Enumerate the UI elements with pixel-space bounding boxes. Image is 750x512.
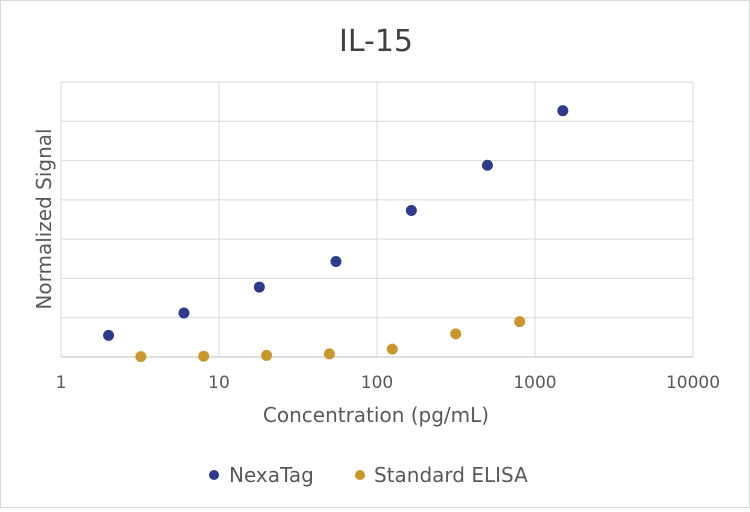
standard-elisa-point	[135, 351, 147, 363]
data-points	[103, 105, 569, 363]
standard-elisa-point	[514, 316, 526, 328]
legend-label-standard-elisa: Standard ELISA	[374, 463, 528, 487]
x-tick-label: 1000	[513, 373, 556, 393]
legend-label-nexatag: NexaTag	[229, 463, 314, 487]
nexatag-point	[405, 204, 417, 216]
x-tick-label: 10	[208, 373, 230, 393]
standard-elisa-point	[198, 350, 210, 362]
x-axis-label: Concentration (pg/mL)	[263, 403, 489, 427]
nexatag-point	[481, 159, 493, 171]
standard-elisa-point	[450, 328, 462, 340]
nexatag-point	[330, 256, 342, 268]
gridlines	[60, 81, 694, 358]
x-tick-label: 10000	[666, 373, 720, 393]
standard-elisa-point	[323, 348, 335, 360]
chart-title: IL-15	[339, 24, 413, 59]
standard-elisa-point	[386, 343, 398, 355]
x-tick-labels: 1 10 100 1000 10000	[56, 373, 720, 393]
nexatag-point	[178, 307, 190, 319]
nexatag-point	[253, 281, 265, 293]
nexatag-point	[103, 329, 115, 341]
legend: NexaTag Standard ELISA	[209, 463, 528, 487]
x-tick-label: 1	[56, 373, 67, 393]
legend-marker-standard-elisa	[355, 470, 365, 480]
standard-elisa-point	[261, 349, 273, 361]
legend-marker-nexatag	[209, 470, 219, 480]
x-tick-label: 100	[361, 373, 393, 393]
nexatag-point	[557, 105, 569, 117]
y-axis-label: Normalized Signal	[32, 128, 56, 309]
